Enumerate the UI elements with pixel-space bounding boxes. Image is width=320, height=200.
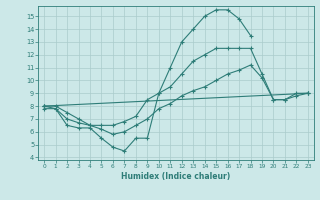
X-axis label: Humidex (Indice chaleur): Humidex (Indice chaleur) xyxy=(121,172,231,181)
